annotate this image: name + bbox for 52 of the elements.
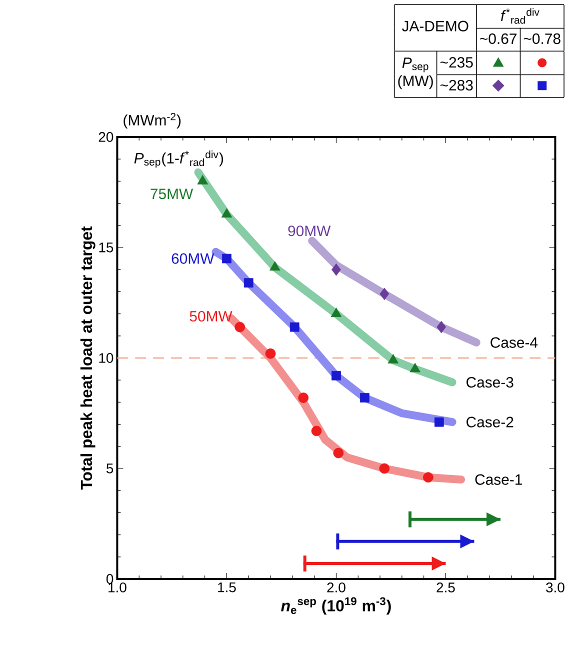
- point: [330, 308, 342, 317]
- point: [434, 417, 444, 427]
- point: [222, 254, 232, 264]
- point: [221, 208, 232, 218]
- point: [422, 472, 434, 483]
- point: [244, 278, 254, 288]
- text: ~235: [440, 57, 473, 68]
- text: ~0.67: [480, 33, 516, 44]
- x-tick-label: 2.0: [327, 582, 346, 592]
- text: f$^{*}$raddiv: [500, 8, 540, 24]
- text: ~0.78: [524, 33, 560, 44]
- x-axis-title: n$_{e}$$^{sep}$ (10$^{19}$ m$^{-3}$): [280, 597, 391, 615]
- series-label: 75MW: [150, 188, 193, 200]
- point: [379, 463, 390, 474]
- point: [311, 426, 322, 436]
- y-tick-label: 10: [99, 353, 114, 363]
- point: [436, 320, 446, 334]
- point: [388, 354, 398, 364]
- point: [265, 348, 276, 359]
- y-axis-title: Total peak heat load at outer target: [80, 226, 96, 490]
- series-label: Case-4: [490, 337, 538, 348]
- point: [197, 175, 208, 184]
- annotation: P$_{sep}$(1-f$^{*}$rad$^{div}$): [134, 150, 223, 168]
- text: (MWm$^{-2}$): [124, 112, 180, 128]
- point: [410, 362, 420, 372]
- x-tick-label: 1.0: [108, 582, 126, 592]
- series-label: 60MW: [172, 253, 214, 264]
- point: [360, 393, 370, 402]
- series-label: Case-1: [475, 474, 522, 485]
- y-tick-label: 0: [106, 574, 114, 584]
- x-tick-label: 2.5: [436, 582, 455, 592]
- series-label: Case-3: [466, 377, 514, 388]
- point: [290, 322, 300, 332]
- point: [331, 263, 341, 276]
- series-label: Case-2: [466, 416, 514, 428]
- point: [333, 448, 344, 458]
- y-tick-label: 20: [98, 132, 114, 142]
- y-tick-label: 15: [99, 242, 113, 252]
- series-label: 50MW: [190, 310, 232, 322]
- point: [234, 322, 245, 332]
- series-label: 90MW: [288, 226, 331, 236]
- y-tick-label: 5: [106, 464, 113, 474]
- x-tick-label: 3.0: [546, 582, 564, 592]
- text: P$_{sep}$: [402, 58, 428, 72]
- point: [269, 261, 280, 271]
- point: [298, 392, 308, 403]
- text: JA-DEMO: [402, 20, 468, 32]
- point: [380, 288, 389, 300]
- x-tick-label: 1.5: [218, 582, 236, 592]
- text: (MW): [398, 75, 433, 90]
- point: [331, 370, 341, 380]
- text: ~283: [440, 80, 473, 91]
